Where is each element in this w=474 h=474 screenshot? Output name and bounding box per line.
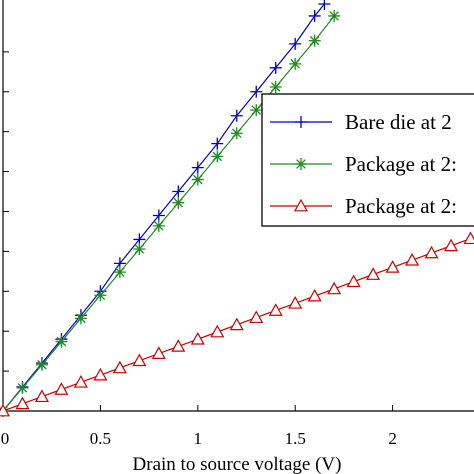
data-point bbox=[190, 331, 205, 345]
data-point bbox=[327, 281, 342, 295]
data-point bbox=[230, 109, 243, 122]
data-point bbox=[318, 0, 331, 10]
data-point bbox=[328, 9, 341, 22]
legend-item: Package at 2: bbox=[270, 152, 457, 176]
x-tick-labels: 0 0.5 1 1.5 2 bbox=[1, 429, 397, 448]
data-point bbox=[463, 231, 474, 245]
data-point bbox=[269, 61, 282, 74]
data-point bbox=[308, 9, 321, 22]
series-layer bbox=[0, 0, 474, 417]
data-point bbox=[171, 339, 186, 352]
x-tick-label: 0 bbox=[1, 429, 10, 448]
data-point bbox=[35, 358, 48, 371]
data-point bbox=[230, 127, 243, 140]
data-point bbox=[269, 80, 282, 93]
data-point bbox=[295, 158, 307, 170]
data-point bbox=[346, 274, 361, 288]
x-axis-label: Drain to source voltage (V) bbox=[133, 454, 342, 474]
data-point bbox=[93, 367, 108, 381]
legend-label: Bare die at 2 bbox=[345, 110, 452, 134]
data-point bbox=[295, 116, 307, 128]
data-point bbox=[74, 312, 87, 325]
data-point bbox=[94, 289, 107, 302]
data-point bbox=[293, 198, 309, 212]
data-point bbox=[250, 104, 263, 117]
data-point bbox=[73, 375, 88, 388]
data-point bbox=[55, 335, 68, 348]
legend-label: Package at 2: bbox=[345, 194, 457, 218]
series-3 bbox=[0, 231, 474, 417]
axes bbox=[2, 0, 474, 412]
data-point bbox=[307, 288, 322, 302]
data-point bbox=[151, 346, 166, 359]
data-point bbox=[191, 161, 204, 174]
x-tick-label: 1.5 bbox=[285, 429, 306, 448]
data-point bbox=[133, 242, 146, 255]
data-point bbox=[15, 396, 30, 410]
data-point bbox=[152, 209, 165, 222]
data-point bbox=[268, 303, 283, 316]
data-point bbox=[289, 37, 302, 50]
series-2 bbox=[0, 9, 341, 417]
data-point bbox=[211, 137, 224, 150]
data-point bbox=[16, 381, 29, 394]
data-point bbox=[444, 238, 459, 252]
legend-label: Package at 2: bbox=[345, 152, 457, 176]
x-tick-label: 2 bbox=[388, 429, 397, 448]
data-point bbox=[405, 252, 420, 266]
data-point bbox=[172, 196, 185, 209]
data-point bbox=[0, 403, 11, 417]
data-point bbox=[191, 173, 204, 186]
data-point bbox=[112, 360, 127, 374]
data-point bbox=[152, 219, 165, 232]
data-point bbox=[54, 382, 69, 395]
data-point bbox=[132, 353, 147, 367]
data-point bbox=[288, 296, 303, 309]
data-point bbox=[424, 245, 439, 259]
x-tick-label: 0.5 bbox=[90, 429, 111, 448]
data-point bbox=[172, 185, 185, 198]
data-point bbox=[250, 85, 263, 98]
data-point bbox=[229, 317, 244, 331]
data-point bbox=[289, 57, 302, 70]
data-point bbox=[249, 310, 264, 324]
legend-item: Bare die at 2 bbox=[270, 110, 452, 134]
data-point bbox=[211, 150, 224, 163]
data-point bbox=[308, 34, 321, 47]
data-point bbox=[113, 266, 126, 279]
data-point bbox=[366, 267, 381, 280]
legend-item: Package at 2: bbox=[270, 194, 457, 218]
legend: Bare die at 2 Package at 2: Package at 2: bbox=[261, 93, 474, 227]
series-line bbox=[2, 3, 325, 412]
data-point bbox=[210, 324, 225, 338]
data-point bbox=[385, 260, 400, 273]
data-point bbox=[34, 389, 49, 403]
x-tick-label: 1 bbox=[194, 429, 203, 448]
